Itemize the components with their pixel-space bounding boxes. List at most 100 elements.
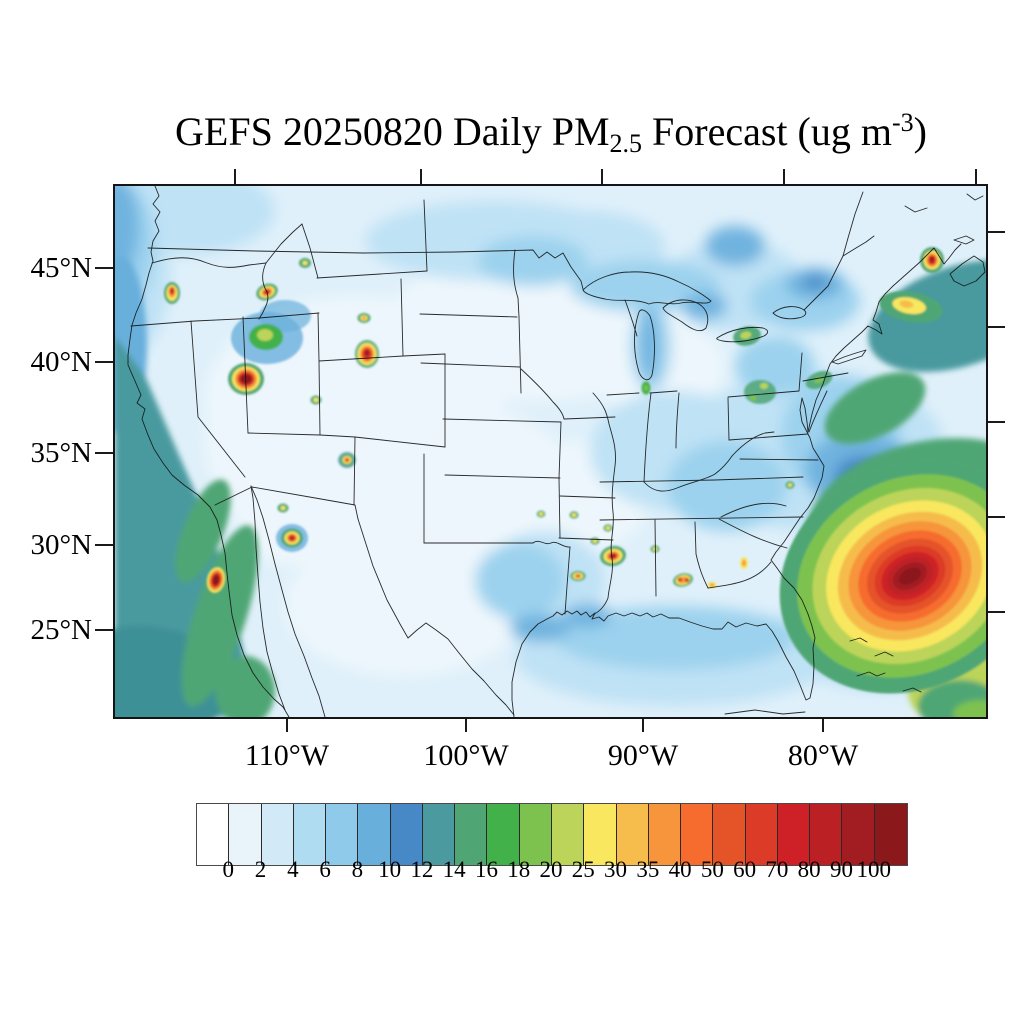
colorbar-tick-label: 50	[700, 857, 724, 882]
nova-scotia	[949, 255, 986, 287]
title-mid: Forecast (ug m	[642, 109, 892, 154]
colorbar-tick-label: 2	[254, 857, 267, 882]
colorbar-cell	[487, 804, 520, 865]
lon-tick-bottom	[286, 719, 288, 732]
colorbar-cell	[422, 804, 456, 865]
lat-tick-right	[987, 231, 1005, 233]
colorbar-labels: 0 2 4 6 8 10 12 14 16 18 20 25 30 35 40 50 60 70 80 90 100	[196, 856, 906, 886]
islands-caribbean	[724, 193, 984, 715]
hotspot-arizona	[276, 524, 308, 552]
lon-tick-top	[420, 169, 422, 184]
coast-gulf-atlantic	[511, 243, 962, 717]
hotspot-wyoming-dot	[357, 313, 371, 323]
lat-tick-left	[95, 267, 114, 269]
colorbar-cell	[810, 804, 843, 865]
hotspot-montana-dot	[299, 258, 311, 268]
hotspot-louisiana	[570, 571, 586, 581]
colorbar-cell	[584, 804, 617, 865]
colorbar-tick-label: 10	[378, 857, 402, 882]
lon-tick-top	[975, 169, 977, 184]
colorbar-cell	[681, 804, 714, 865]
coast-baja-east	[250, 485, 286, 711]
smoke-pennsylvania	[744, 380, 776, 404]
colorbar-cell	[326, 804, 359, 865]
lon-label: 90°W	[607, 739, 679, 772]
colorbar-cell	[842, 804, 875, 865]
long-island	[831, 349, 867, 365]
field-broad	[115, 186, 986, 706]
colorbar-cell	[455, 804, 488, 865]
hotspot-alabama	[673, 573, 693, 587]
lat-label: 45°N	[30, 252, 92, 284]
colorbar-tick-label: 80	[797, 857, 821, 882]
title-subscript: 2.5	[609, 129, 643, 158]
colorbar-cell	[229, 804, 262, 865]
lake-michigan	[634, 309, 655, 381]
colorbar-cell	[197, 804, 230, 865]
title-prefix: GEFS 20250820 Daily PM	[175, 109, 610, 154]
lat-label: 25°N	[30, 614, 92, 646]
lat-tick-left	[95, 361, 114, 363]
colorbar-cell	[293, 804, 327, 865]
prince-edward-island	[953, 235, 975, 245]
map-plot-area	[113, 184, 988, 719]
colorbar-cell	[261, 804, 294, 865]
lat-label: 35°N	[30, 437, 92, 469]
map-borders	[127, 186, 986, 717]
hotspot-mississippi	[600, 545, 626, 567]
colorbar-tick-label: 18	[507, 857, 531, 882]
colorbar	[196, 803, 908, 866]
smoke-ontario	[733, 326, 761, 346]
colorbar-cell	[616, 804, 649, 865]
figure-title: GEFS 20250820 Daily PM2.5 Forecast (ug m…	[77, 108, 1024, 159]
colorbar-tick-label: 16	[474, 857, 498, 882]
lat-tick-left	[95, 452, 114, 454]
lake-erie	[716, 327, 769, 343]
colorbar-tick-label: 100	[856, 857, 891, 882]
colorbar-cell	[713, 804, 746, 865]
colorbar-cell	[874, 804, 907, 865]
hotspot-arizona-dot	[277, 503, 289, 513]
map-canvas	[115, 186, 986, 717]
colorbar-cell	[358, 804, 391, 865]
st-lawrence	[835, 191, 864, 271]
lake-huron	[662, 299, 709, 332]
hotspot-utah-az	[338, 452, 356, 468]
colorbar-cell	[390, 804, 423, 865]
colorbar-tick-label: 30	[604, 857, 628, 882]
lon-label: 110°W	[244, 739, 330, 772]
hotspot-baja	[206, 567, 226, 593]
hotspots	[164, 247, 944, 593]
lat-label: 40°N	[30, 346, 92, 378]
lon-tick-top	[783, 169, 785, 184]
lon-tick-bottom	[465, 719, 467, 732]
maine-border	[842, 235, 875, 257]
colorbar-tick-label: 8	[351, 857, 364, 882]
coast-west	[127, 186, 290, 717]
lake-superior	[582, 271, 712, 305]
lon-label: 80°W	[787, 739, 859, 772]
hotspot-south-utah-dot	[310, 395, 322, 405]
lon-tick-top	[234, 169, 236, 184]
lat-tick-left	[95, 629, 114, 631]
colorbar-tick-label: 35	[636, 857, 660, 882]
hotspot-oregon	[164, 282, 180, 304]
lat-tick-right	[987, 421, 1005, 423]
colorbar-tick-label: 4	[287, 857, 299, 882]
atlantic-plume	[779, 458, 986, 694]
smoke-gulf-of-maine	[879, 291, 943, 323]
colorbar-tick-label: 6	[319, 857, 331, 882]
colorbar-tick-label: 90	[829, 857, 853, 882]
lon-tick-top	[601, 169, 603, 184]
colorbar-tick-label: 0	[222, 857, 235, 882]
lon-tick-bottom	[822, 719, 824, 732]
smoke-central-idaho	[231, 300, 311, 364]
lat-tick-right	[987, 611, 1005, 613]
colorbar-cell	[777, 804, 811, 865]
lat-tick-right	[987, 326, 1005, 328]
colorbar-cell	[519, 804, 552, 865]
colorbar-cell	[552, 804, 585, 865]
lon-label: 100°W	[423, 739, 509, 772]
colorbar-tick-label: 60	[733, 857, 757, 882]
